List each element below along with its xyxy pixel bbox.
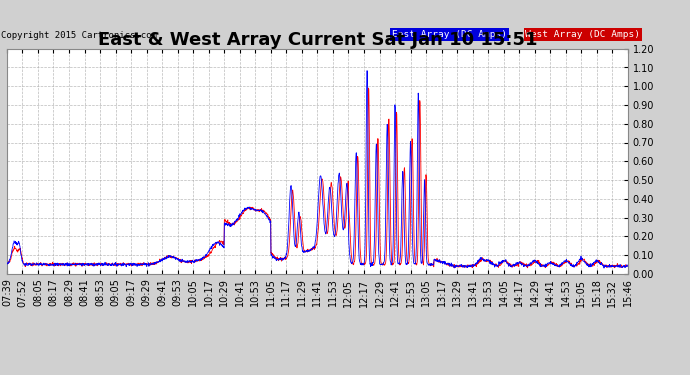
Text: Copyright 2015 Cartronics.com: Copyright 2015 Cartronics.com bbox=[1, 31, 157, 40]
Title: East & West Array Current Sat Jan 10 15:51: East & West Array Current Sat Jan 10 15:… bbox=[98, 31, 537, 49]
Text: West Array (DC Amps): West Array (DC Amps) bbox=[526, 30, 640, 39]
Text: East Array (DC Amps): East Array (DC Amps) bbox=[392, 30, 507, 39]
